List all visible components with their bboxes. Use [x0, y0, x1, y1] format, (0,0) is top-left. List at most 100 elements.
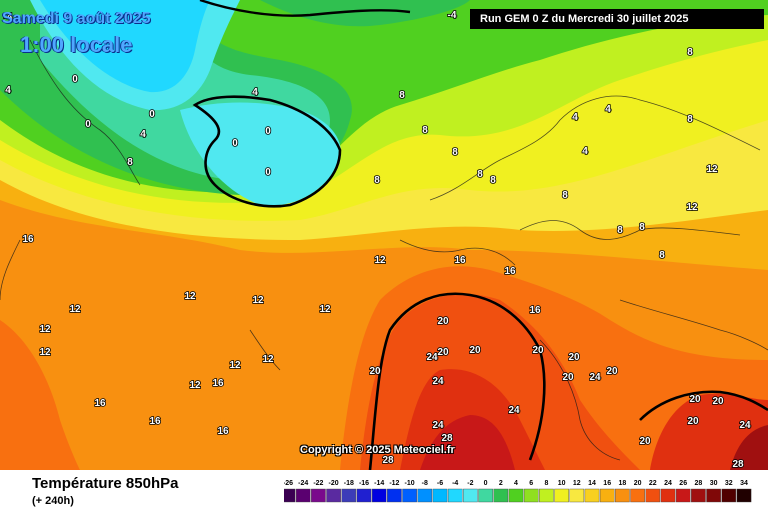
isotherm-value-label: 16 [504, 266, 516, 277]
isotherm-value-label: 12 [184, 291, 196, 302]
field-west-warm [0, 320, 80, 470]
legend-swatch [584, 488, 600, 503]
legend-swatch [675, 488, 691, 503]
isotherm-value-label: 12 [229, 360, 241, 371]
isotherm-20-contour-west [368, 292, 546, 470]
legend-label: 10 [558, 480, 566, 487]
legend-label: 26 [679, 480, 687, 487]
legend-label: -10 [405, 480, 415, 487]
legend-label: 6 [529, 480, 533, 487]
legend-label: -24 [298, 480, 308, 487]
copyright-notice: Copyright © 2025 Meteociel.fr [300, 444, 455, 456]
isotherm-value-label: 16 [454, 255, 466, 266]
isotherm-value-label: 20 [437, 347, 449, 358]
isotherm-value-label: 12 [252, 295, 264, 306]
legend-swatch [706, 488, 721, 503]
legend-label: 20 [634, 480, 642, 487]
legend-label: -12 [389, 480, 399, 487]
isotherm-value-label: 24 [589, 372, 601, 383]
isotherm-value-label: 20 [606, 366, 618, 377]
isotherm-value-label: 4 [572, 112, 578, 123]
legend-swatch [326, 488, 341, 503]
legend-swatch [554, 488, 569, 503]
isotherm-value-label: 12 [374, 255, 386, 266]
isotherm-value-label: 8 [127, 157, 133, 168]
field-north-green [260, 0, 470, 27]
legend-label: 28 [695, 480, 703, 487]
isotherm-20-contour-east [639, 390, 768, 421]
legend-swatch [736, 488, 752, 503]
isotherm-0-contour [192, 95, 342, 208]
legend-label: -16 [359, 480, 369, 487]
legend-swatch [615, 488, 630, 503]
legend-swatch [447, 488, 463, 503]
legend-label: 4 [514, 480, 518, 487]
isotherm-value-label: 20 [469, 345, 481, 356]
isotherm-value-label: 16 [217, 426, 229, 437]
legend-label: 22 [649, 480, 657, 487]
legend-swatch [493, 488, 509, 503]
legend-swatch [599, 488, 615, 503]
isotherm-value-label: 12 [706, 164, 718, 175]
isotherm-value-label: 4 [140, 129, 146, 140]
isotherm-value-label: 20 [369, 366, 381, 377]
isotherm-value-label: 20 [712, 396, 724, 407]
valid-date: Samedi 9 août 2025 [2, 10, 151, 27]
isotherm-value-label: 20 [437, 316, 449, 327]
legend-label: 0 [484, 480, 488, 487]
legend-swatch [523, 488, 539, 503]
legend-swatch [341, 488, 357, 503]
legend-label: 14 [588, 480, 596, 487]
legend-swatch [356, 488, 372, 503]
model-run-banner: Run GEM 0 Z du Mercredi 30 juillet 2025 [470, 9, 764, 29]
isotherm-value-label: 8 [374, 175, 380, 186]
isotherm-value-label: 8 [477, 169, 483, 180]
legend-label: 18 [619, 480, 627, 487]
legend-swatch [721, 488, 737, 503]
legend-swatch [432, 488, 448, 503]
isotherm-value-label: 20 [562, 372, 574, 383]
isotherm-minus4-contour [199, 0, 411, 17]
isotherm-value-label: 4 [582, 146, 588, 157]
legend-labels: -26-24-22-20-18-16-14-12-10-8-6-4-202468… [284, 480, 748, 487]
legend-swatch [295, 488, 311, 503]
isotherm-value-label: 12 [686, 202, 698, 213]
isotherm-value-label: 24 [508, 405, 520, 416]
legend-swatch [660, 488, 676, 503]
isotherm-value-label: 24 [739, 420, 751, 431]
isotherm-value-label: 20 [532, 345, 544, 356]
isotherm-value-label: 24 [432, 420, 444, 431]
isotherm-value-label: 28 [732, 459, 744, 470]
legend-swatch [417, 488, 433, 503]
isotherm-value-label: 12 [39, 324, 51, 335]
legend-label: -14 [374, 480, 384, 487]
isotherm-value-label: -4 [4, 12, 13, 23]
legend-swatch [569, 488, 585, 503]
legend-swatch [691, 488, 706, 503]
isotherm-value-label: 8 [562, 190, 568, 201]
isotherm-value-label: 24 [432, 376, 444, 387]
legend-label: -26 [284, 480, 293, 487]
field-east-core [730, 425, 768, 470]
isotherm-value-label: 8 [399, 90, 405, 101]
legend-label: 2 [499, 480, 503, 487]
isotherm-value-label: 8 [452, 147, 458, 158]
isotherm-value-label: 12 [39, 347, 51, 358]
legend-swatch [508, 488, 524, 503]
legend-swatch [311, 488, 326, 503]
legend-label: -6 [437, 480, 443, 487]
legend-label: -20 [329, 480, 339, 487]
isotherm-value-label: 8 [617, 225, 623, 236]
isotherm-value-label: 16 [22, 234, 34, 245]
isotherm-value-label: 16 [149, 416, 161, 427]
legend-swatch [387, 488, 402, 503]
isotherm-value-label: 0 [72, 74, 78, 85]
coastlines [0, 39, 768, 461]
footer-bar: Température 850hPa (+ 240h) -26-24-22-20… [0, 470, 768, 512]
legend-swatch [402, 488, 417, 503]
isotherm-value-label: 0 [85, 119, 91, 130]
legend-label: 8 [544, 480, 548, 487]
isotherm-value-label: 12 [319, 304, 331, 315]
